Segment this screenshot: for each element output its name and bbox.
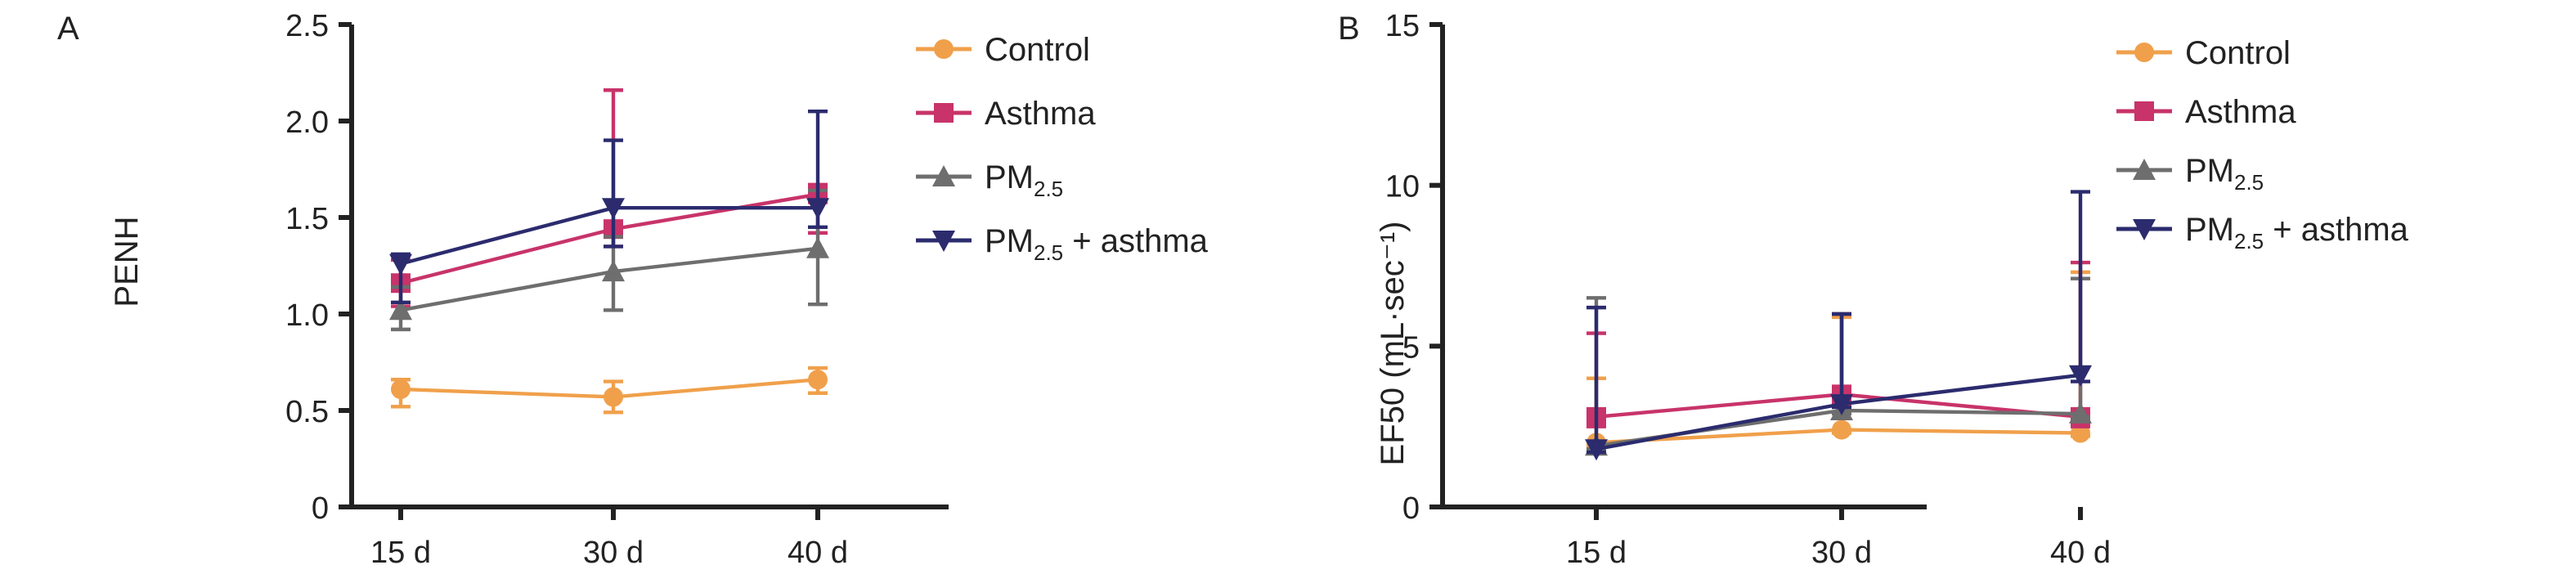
panel-a-x-tick-label: 15 d [370, 536, 431, 570]
panel-b-data-point [1585, 439, 1608, 461]
panel-b-legend-label: Control [2185, 35, 2291, 71]
legend-label-subscript: 2.5 [2234, 170, 2264, 195]
panel-a-data-point [389, 298, 412, 321]
legend-label-suffix: + asthma [2264, 212, 2409, 248]
legend-label-subscript: 2.5 [2234, 229, 2264, 253]
panel-a-data-point [806, 198, 829, 220]
panel-a-data-point [808, 370, 828, 390]
panel-b-y-tick-label: 15 [1385, 9, 1420, 43]
panel-b-legend-swatch-marker [2134, 43, 2154, 62]
panel-a-legend-swatch-marker [932, 165, 955, 186]
legend-label-main: Control [985, 32, 1090, 68]
panel-b-series-3 [1585, 190, 2092, 461]
panel-b-legend-entry-0: Control [2116, 35, 2291, 71]
legend-label-main: Asthma [985, 96, 1096, 132]
panel-b-letter: B [1338, 11, 1360, 47]
panel-a-y-tick-label: 1.0 [285, 298, 329, 333]
panel-b-legend-swatch-marker [2133, 159, 2156, 180]
panel-a-legend-label: Control [985, 32, 1090, 68]
panel-a-legend-entry-3: PM2.5 + asthma [916, 223, 1209, 265]
panel-b-x-tick-label: 30 d [1811, 536, 1872, 570]
panel-a-series-0 [391, 365, 828, 415]
panel-b-data-point [1832, 419, 1851, 440]
panel-b-legend-entry-2: PM2.5 [2116, 153, 2264, 195]
panel-a-legend-swatch-marker [934, 39, 954, 59]
legend-label-main: PM [2185, 153, 2234, 189]
legend-label-main: Control [2185, 35, 2291, 71]
legend-label-main: PM [2185, 212, 2234, 248]
panel-b-legend-swatch-marker [2134, 101, 2154, 121]
panel-b-data-point [1830, 394, 1853, 416]
panel-a-data-point [806, 236, 829, 258]
panel-a-data-point [602, 198, 625, 220]
legend-label-main: Asthma [2185, 94, 2296, 130]
panel-a: A PENH 0 0.5 1.0 1.5 2.0 2.5 15 d 30 d 40 d Cont… [57, 9, 1209, 570]
legend-label-subscript: 2.5 [1034, 240, 1063, 265]
panel-b-y-tick-label: 0 [1402, 491, 1420, 526]
panel-b-series-0 [1586, 270, 2090, 453]
legend-label-subscript: 2.5 [1034, 177, 1063, 201]
panel-a-legend-entry-2: PM2.5 [916, 159, 1063, 201]
panel-b-legend-entry-1: Asthma [2116, 94, 2296, 130]
panel-a-y-tick-label: 2.5 [285, 9, 329, 43]
panel-b: B EF50 (mL·sec⁻¹) 0 5 10 15 15 d 30 d 40 d Con… [1338, 9, 2409, 570]
panel-a-legend-label: PM2.5 [985, 159, 1063, 201]
panel-a-legend-label: PM2.5 + asthma [985, 223, 1209, 265]
panel-a-data-point [389, 253, 412, 276]
panel-b-data-point [2069, 401, 2092, 424]
panel-b-x-tick-label: 15 d [1566, 536, 1627, 570]
panel-a-legend-entry-1: Asthma [916, 96, 1096, 132]
panel-b-legend-label: Asthma [2185, 94, 2296, 130]
panel-a-y-tick-label: 0 [312, 491, 329, 526]
panel-a-legend-swatch-marker [932, 231, 955, 252]
panel-b-legend-label: PM2.5 [2185, 153, 2264, 195]
panel-b-x-tick-label: 40 d [2050, 536, 2111, 570]
panel-b-series [1585, 190, 2092, 461]
panel-b-legend-label: PM2.5 + asthma [2185, 212, 2409, 253]
panel-a-series-3 [389, 109, 829, 305]
panel-b-y-tick-label: 5 [1402, 330, 1420, 365]
legend-label-main: PM [985, 223, 1034, 259]
panel-a-legend-entry-0: Control [916, 32, 1090, 68]
panel-a-legend-swatch-marker [934, 103, 954, 123]
panel-b-axes: 0 5 10 15 15 d 30 d 40 d [1385, 9, 2111, 570]
panel-a-x-tick-label: 40 d [788, 536, 848, 570]
panel-b-legend-entry-3: PM2.5 + asthma [2116, 212, 2409, 253]
panel-b-y-tick-label: 10 [1385, 170, 1420, 204]
panel-a-series [389, 88, 829, 415]
legend-label-suffix: + asthma [1063, 223, 1209, 259]
panel-a-letter: A [57, 11, 79, 47]
panel-b-legend-swatch-marker [2133, 219, 2156, 240]
panel-a-x-tick-label: 30 d [583, 536, 644, 570]
panel-a-y-tick-label: 2.0 [285, 105, 329, 140]
panel-b-data-point [2069, 365, 2092, 387]
panel-a-data-point [391, 379, 411, 400]
panel-a-data-point [602, 260, 625, 282]
panel-a-y-tick-label: 0.5 [285, 395, 329, 429]
panel-a-legend-label: Asthma [985, 96, 1096, 132]
panel-a-axes: 0 0.5 1.0 1.5 2.0 2.5 15 d 30 d 40 d [285, 9, 949, 570]
panel-a-data-point [604, 387, 623, 407]
legend-label-main: PM [985, 159, 1034, 195]
panel-a-y-axis-title: PENH [109, 216, 145, 307]
panel-b-y-axis-title: EF50 (mL·sec⁻¹) [1375, 222, 1411, 466]
panel-a-y-tick-label: 1.5 [285, 202, 329, 236]
